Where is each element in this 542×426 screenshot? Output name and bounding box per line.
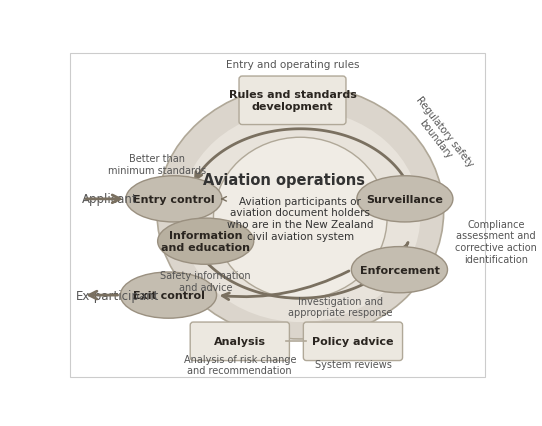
FancyBboxPatch shape	[239, 77, 346, 125]
Text: Compliance
assessment and
corrective action
identification: Compliance assessment and corrective act…	[455, 219, 537, 264]
Text: Exit control: Exit control	[133, 291, 204, 300]
Text: Regulatory safety
boundary: Regulatory safety boundary	[405, 95, 475, 176]
FancyBboxPatch shape	[70, 53, 486, 377]
FancyBboxPatch shape	[190, 322, 289, 361]
Text: Entry and operating rules: Entry and operating rules	[226, 60, 359, 70]
Ellipse shape	[158, 219, 254, 265]
Ellipse shape	[351, 247, 448, 293]
Text: Analysis: Analysis	[214, 337, 266, 346]
Text: Policy advice: Policy advice	[312, 337, 393, 346]
Text: Investigation and
appropriate response: Investigation and appropriate response	[288, 296, 393, 318]
Text: Aviation participants or
aviation document holders
who are in the New Zealand
ci: Aviation participants or aviation docume…	[227, 196, 373, 241]
Text: Entry control: Entry control	[133, 194, 215, 204]
Text: Analysis of risk change
and recommendation: Analysis of risk change and recommendati…	[184, 354, 296, 375]
Ellipse shape	[157, 86, 443, 339]
Ellipse shape	[214, 138, 387, 299]
Text: Surveillance: Surveillance	[366, 194, 443, 204]
Text: Applicant: Applicant	[82, 193, 137, 206]
Ellipse shape	[180, 110, 421, 322]
Ellipse shape	[357, 176, 453, 222]
Text: Information
and education: Information and education	[161, 231, 250, 253]
Text: Safety information
and advice: Safety information and advice	[160, 271, 251, 292]
Text: Aviation operations: Aviation operations	[203, 173, 365, 188]
Text: Ex-participant: Ex-participant	[75, 289, 159, 302]
Text: Enforcement: Enforcement	[359, 265, 440, 275]
Text: System reviews: System reviews	[314, 360, 391, 369]
Text: Rules and standards
development: Rules and standards development	[229, 90, 357, 112]
Text: Better than
minimum standards: Better than minimum standards	[108, 154, 206, 176]
Ellipse shape	[120, 272, 217, 319]
Ellipse shape	[126, 176, 222, 222]
FancyBboxPatch shape	[304, 322, 403, 361]
